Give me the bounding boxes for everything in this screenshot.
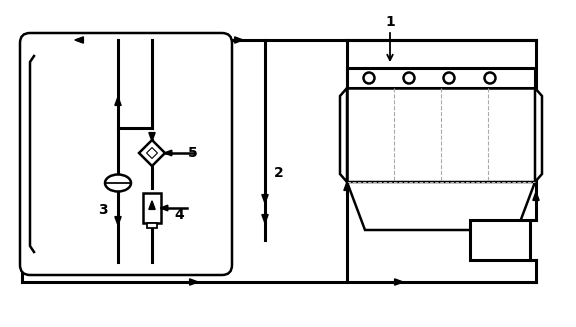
Text: 3: 3	[98, 203, 108, 217]
Polygon shape	[149, 133, 155, 141]
Polygon shape	[535, 88, 542, 182]
Circle shape	[444, 73, 454, 83]
Text: 6: 6	[492, 230, 502, 244]
Circle shape	[363, 73, 374, 83]
Polygon shape	[340, 88, 347, 182]
Polygon shape	[115, 97, 121, 105]
FancyBboxPatch shape	[20, 33, 232, 275]
Bar	[470, 220, 530, 260]
Polygon shape	[149, 201, 155, 209]
Polygon shape	[262, 195, 268, 203]
Circle shape	[404, 73, 415, 83]
Polygon shape	[347, 182, 535, 230]
Text: 1: 1	[385, 15, 395, 29]
Polygon shape	[395, 279, 403, 285]
Polygon shape	[190, 279, 198, 285]
Polygon shape	[533, 192, 539, 200]
Polygon shape	[262, 215, 268, 223]
Circle shape	[484, 73, 495, 83]
Polygon shape	[164, 150, 172, 156]
Bar	[347, 88, 535, 182]
Polygon shape	[344, 182, 350, 190]
Bar	[147, 223, 157, 228]
Polygon shape	[75, 37, 84, 43]
Polygon shape	[115, 216, 121, 225]
Polygon shape	[139, 140, 165, 166]
Bar	[143, 193, 161, 223]
Polygon shape	[234, 37, 243, 43]
Ellipse shape	[105, 175, 131, 192]
Polygon shape	[160, 205, 168, 211]
Text: 2: 2	[274, 166, 284, 180]
Bar	[347, 68, 535, 88]
Text: 4: 4	[174, 208, 184, 222]
Text: 5: 5	[188, 146, 198, 160]
